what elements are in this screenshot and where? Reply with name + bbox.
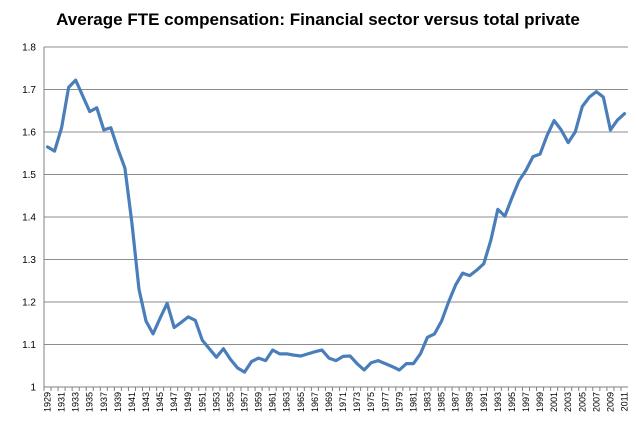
y-tick-label: 1.5	[22, 170, 36, 181]
x-tick-label: 1967	[310, 392, 320, 412]
y-tick-label: 1.8	[22, 43, 36, 54]
x-tick-label: 2011	[619, 392, 629, 411]
x-tick-label: 1993	[493, 392, 503, 412]
x-tick-label: 1987	[451, 392, 461, 412]
series	[45, 78, 627, 374]
x-tick-label: 1955	[225, 392, 235, 412]
x-tick-label: 1985	[437, 392, 447, 412]
x-tick-label: 1989	[465, 392, 475, 412]
x-tick-label: 1953	[211, 392, 221, 412]
x-tick-label: 1979	[394, 392, 404, 412]
y-tick-label: 1.3	[22, 255, 36, 266]
series-line	[45, 78, 627, 374]
x-tick-label: 2003	[563, 392, 573, 412]
x-tick-label: 1959	[254, 392, 264, 412]
x-tick-label: 1971	[338, 392, 348, 412]
axes	[43, 47, 628, 391]
x-tick-label: 1939	[113, 392, 123, 412]
x-tick-label: 1933	[71, 392, 81, 412]
x-tick-label: 1949	[183, 392, 193, 412]
x-tick-label: 2005	[577, 392, 587, 412]
y-tick-label: 1.7	[22, 85, 36, 96]
x-tick-label: 1981	[408, 392, 418, 412]
x-tick-label: 1991	[479, 392, 489, 412]
y-tick-label: 1.1	[22, 340, 36, 351]
x-tick-label: 1999	[535, 392, 545, 412]
x-tick-label: 1969	[324, 392, 334, 412]
x-tick-label: 1977	[380, 392, 390, 412]
x-tick-label: 1951	[197, 392, 207, 412]
x-tick-label: 1965	[296, 392, 306, 412]
x-tick-label: 2007	[591, 392, 601, 412]
x-tick-label: 1975	[366, 392, 376, 412]
x-tick-label: 1963	[282, 392, 292, 412]
x-tick-label: 1997	[521, 392, 531, 412]
x-tick-label: 1935	[85, 392, 95, 412]
y-tick-label: 1.4	[22, 213, 36, 224]
y-tick-labels: 1 1.1 1.2 1.3 1.4 1.5 1.6 1.7 1.8	[22, 43, 36, 394]
x-tick-label: 1983	[422, 392, 432, 412]
x-tick-label: 2001	[549, 392, 559, 412]
y-tick-label: 1	[30, 383, 36, 394]
x-tick-label: 1947	[169, 392, 179, 412]
x-tick-label: 1995	[507, 392, 517, 412]
x-tick-labels: 1929 1931 1933 1935 1937 1939 1941 1943 1945 1947…	[43, 392, 630, 412]
x-tick-label: 1937	[99, 392, 109, 412]
chart-title: Average FTE compensation: Financial sect…	[56, 10, 580, 29]
x-tick-label: 1929	[43, 392, 53, 412]
x-tick-label: 1973	[352, 392, 362, 412]
x-tick-label: 2009	[605, 392, 615, 412]
y-tick-label: 1.2	[22, 298, 36, 309]
x-tick-label: 1941	[127, 392, 137, 412]
y-tick-label: 1.6	[22, 128, 36, 139]
x-tick-label: 1945	[155, 392, 165, 412]
x-tick-label: 1957	[240, 392, 250, 412]
x-tick-label: 1931	[57, 392, 67, 412]
gridlines	[44, 46, 628, 345]
x-tick-label: 1961	[268, 392, 278, 412]
x-tick-label: 1943	[141, 392, 151, 412]
